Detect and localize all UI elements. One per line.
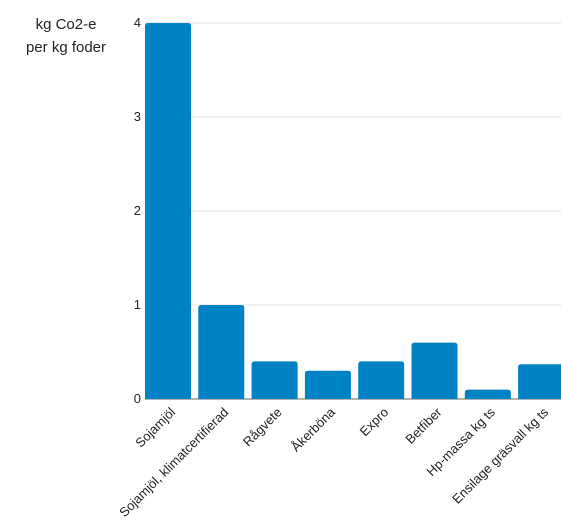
category-label: Åkerböna [288,404,339,455]
bar [411,342,458,399]
category-label: Expro [357,405,392,440]
bar [358,361,405,399]
y-axis-label-line-1: kg Co2-e [36,16,97,33]
y-tick-label: 1 [134,297,141,312]
category-label: Sojamjöl [132,404,178,450]
y-tick-label: 4 [134,15,141,30]
bar [304,370,351,399]
category-label: Sojamjöl, klimatcertifierad [116,405,231,520]
bar [145,23,191,399]
y-tick-label: 0 [134,391,141,406]
y-tick-label: 2 [134,203,141,218]
y-tick-label: 3 [134,109,141,124]
bar [464,389,511,399]
y-tick-labels: 0 1 2 3 4 [134,15,141,406]
bar [518,364,561,399]
bar [198,305,245,399]
y-axis-label-line-2: per kg foder [26,39,106,56]
category-label: Ensilage gräsvall kg ts [449,404,551,506]
category-label: Betfiber [402,404,445,447]
bar [251,361,298,399]
category-label: Rågvete [240,405,285,450]
bars [145,23,561,399]
